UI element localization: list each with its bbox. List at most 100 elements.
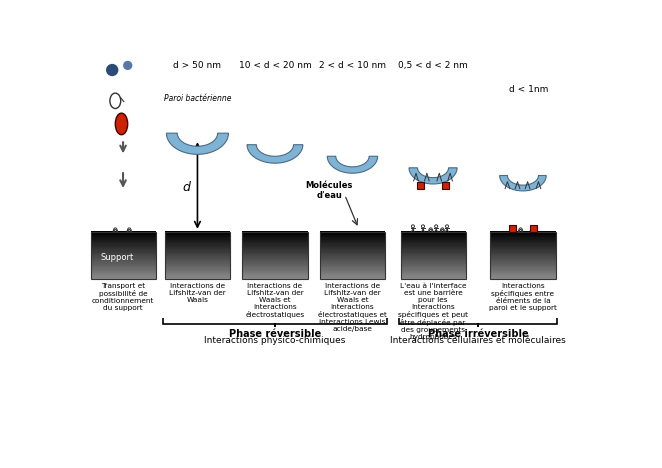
Bar (401, 270, 465, 271)
Bar (165, 243, 230, 245)
Bar (91, 271, 156, 272)
Bar (401, 246, 465, 247)
Bar (242, 252, 308, 253)
Bar (491, 278, 555, 279)
Text: d: d (183, 181, 191, 194)
Bar (320, 265, 385, 266)
Bar (401, 233, 465, 234)
Bar (91, 246, 156, 247)
Bar (91, 242, 156, 244)
Bar (401, 255, 465, 257)
Bar (401, 244, 465, 246)
Text: 0,5 < d < 2 nm: 0,5 < d < 2 nm (398, 61, 468, 70)
Bar (320, 259, 385, 260)
Bar (320, 232, 385, 279)
Bar (491, 260, 555, 262)
Bar (401, 243, 465, 245)
Bar (165, 250, 230, 252)
Text: 10 < d < 20 nm: 10 < d < 20 nm (238, 61, 311, 70)
Bar (401, 237, 465, 239)
Bar (242, 270, 308, 271)
Bar (320, 242, 385, 244)
Bar (242, 257, 308, 259)
Bar (401, 263, 465, 265)
Bar (242, 278, 308, 279)
Bar (165, 234, 230, 235)
Bar (91, 276, 156, 277)
Bar (91, 256, 156, 258)
Bar (320, 277, 385, 278)
Polygon shape (166, 133, 228, 154)
Bar (242, 250, 308, 252)
Text: Phase réversible: Phase réversible (229, 329, 321, 339)
Circle shape (123, 61, 132, 70)
Bar (165, 265, 230, 266)
Bar (320, 261, 385, 263)
Circle shape (446, 225, 449, 228)
Bar (401, 259, 465, 260)
Bar (320, 241, 385, 242)
Bar (320, 252, 385, 253)
Text: d > 50 nm: d > 50 nm (173, 61, 222, 70)
Polygon shape (127, 228, 131, 232)
Bar (401, 249, 465, 251)
Bar (401, 236, 465, 238)
Bar (491, 263, 555, 265)
Bar (491, 259, 555, 260)
Bar (320, 256, 385, 258)
Bar (491, 243, 555, 245)
Polygon shape (518, 228, 523, 232)
Bar (508, 225, 516, 232)
Bar (165, 252, 230, 253)
Bar (401, 277, 465, 278)
Bar (320, 260, 385, 262)
Bar (165, 272, 230, 273)
Bar (491, 250, 555, 252)
Circle shape (411, 225, 414, 228)
Bar (91, 268, 156, 270)
Bar (320, 272, 385, 273)
Bar (91, 240, 156, 241)
Bar (242, 276, 308, 277)
Bar (401, 261, 465, 263)
Bar (320, 267, 385, 269)
Bar (401, 250, 465, 252)
Bar (401, 240, 465, 241)
Bar (91, 263, 156, 265)
Bar (242, 246, 308, 247)
Bar (491, 247, 555, 249)
Bar (491, 268, 555, 270)
Bar (401, 234, 465, 235)
Bar (242, 255, 308, 257)
Bar (165, 278, 230, 279)
Bar (165, 246, 230, 247)
Bar (320, 234, 385, 235)
Bar (165, 255, 230, 257)
Bar (491, 231, 555, 233)
Bar (320, 248, 385, 249)
Bar (491, 252, 555, 253)
Bar (320, 231, 385, 233)
Bar (491, 261, 555, 263)
Bar (320, 243, 385, 245)
Bar (242, 231, 308, 233)
Bar (491, 236, 555, 238)
Bar (320, 257, 385, 259)
Bar (491, 249, 555, 251)
Text: Interactions physico-chimiques: Interactions physico-chimiques (205, 336, 346, 345)
Bar (491, 242, 555, 244)
Bar (91, 265, 156, 266)
Polygon shape (500, 176, 546, 191)
Bar (491, 265, 555, 266)
Bar (165, 236, 230, 238)
Polygon shape (530, 228, 534, 232)
Bar (242, 234, 308, 235)
Bar (91, 259, 156, 260)
Bar (320, 244, 385, 246)
Bar (320, 263, 385, 264)
Bar (91, 247, 156, 249)
Bar (491, 234, 555, 235)
Bar (91, 249, 156, 251)
Bar (242, 271, 308, 272)
Bar (242, 260, 308, 262)
